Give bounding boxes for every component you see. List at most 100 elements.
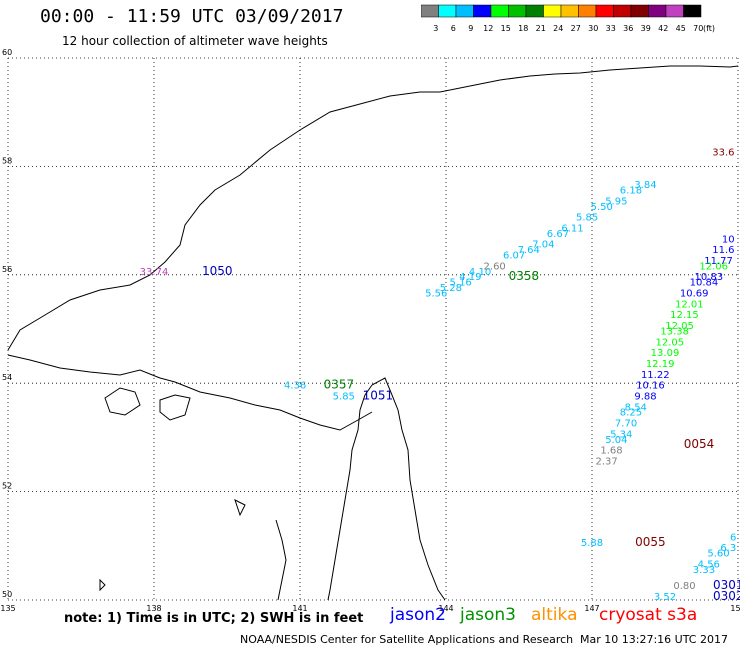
swh-value-label: 33.6 xyxy=(712,148,734,159)
colorbar-tick-label: 6 xyxy=(451,24,456,33)
swh-value-label: 5.28 xyxy=(440,283,462,294)
swh-value-label: 6.67 xyxy=(547,229,569,240)
latitude-label: 60 xyxy=(2,48,12,57)
swh-value-label: 4.19 xyxy=(459,272,481,283)
swh-value-label: 10.69 xyxy=(680,288,709,299)
swh-value-label: 1.68 xyxy=(600,446,622,457)
colorbar-tick-label: 36 xyxy=(623,24,633,33)
legend-jason2: jason2 xyxy=(390,605,446,625)
swh-value-label: 4.36 xyxy=(284,381,306,392)
latitude-label: 56 xyxy=(2,265,12,274)
swh-value-label: 13.38 xyxy=(660,326,689,337)
coastline-segment xyxy=(327,384,373,601)
map-title: 00:00 - 11:59 UTC 03/09/2017 xyxy=(40,6,344,27)
pass-time-label: 0054 xyxy=(684,437,715,451)
swh-value-label: 13.09 xyxy=(651,348,680,359)
swh-value-label: 10.84 xyxy=(690,278,719,289)
colorbar-tick-label: 42 xyxy=(658,24,668,33)
swh-value-label: 5.56 xyxy=(425,288,447,299)
swh-value-label: 12.19 xyxy=(646,359,675,370)
colorbar-tick-label: 9 xyxy=(468,24,473,33)
wave-height-colorbar: 3 6 9 12 15 18 21 24 27 30 33 36 39 42 45 70 (ft) xyxy=(421,4,715,33)
pass-time-label: 0358 xyxy=(509,269,540,283)
swh-value-label: 7.04 xyxy=(532,240,554,251)
swh-value-label: 4.10 xyxy=(469,267,491,278)
colorbar-tick-label: 18 xyxy=(518,24,528,33)
swh-value-label: 11.77 xyxy=(704,256,733,267)
swh-value-label: 5.88 xyxy=(581,538,603,549)
swh-value-label: 5.04 xyxy=(605,435,627,446)
swh-value-label: 33.74 xyxy=(140,267,169,278)
swh-value-label: 12.15 xyxy=(670,310,699,321)
legend-cryosat: cryosat s3a xyxy=(599,605,698,625)
colorbar-tick-label: 45 xyxy=(676,24,686,33)
longitude-label: 147 xyxy=(584,604,599,613)
swh-value-label: 12.06 xyxy=(699,261,728,272)
swh-value-label: 12.05 xyxy=(665,321,694,332)
coastline-segment xyxy=(7,65,739,351)
pass-time-label: 1050 xyxy=(202,264,233,278)
swh-value-label: 6 xyxy=(730,532,736,543)
swh-value-label: 11.22 xyxy=(641,370,670,381)
latitude-label: 58 xyxy=(2,156,12,165)
map-grid: 135 138 141 144 147 150 50 52 54 56 58 60 xyxy=(0,48,740,613)
swh-value-label: 3.84 xyxy=(634,180,656,191)
swh-value-label: 12.05 xyxy=(656,337,685,348)
swh-value-label: 10.83 xyxy=(694,272,723,283)
swh-value-label: 9.88 xyxy=(634,391,656,402)
swh-value-label: 0.80 xyxy=(673,581,695,592)
swh-value-label: 6.18 xyxy=(620,186,642,197)
latitude-label: 50 xyxy=(2,590,12,599)
swh-value-label: 6.11 xyxy=(561,223,583,234)
legend-note: note: 1) Time is in UTC; 2) SWH is in fe… xyxy=(64,611,364,626)
legend-altika: altika xyxy=(531,605,578,625)
colorbar-swatch xyxy=(683,4,702,18)
coastline-segment xyxy=(99,578,106,592)
pass-time-label: 0357 xyxy=(324,378,355,392)
pass-time-label: 0302 xyxy=(713,589,740,603)
swh-value-label: 5.34 xyxy=(610,429,632,440)
swh-value-label: 7.70 xyxy=(615,419,637,430)
swh-value-label: 4.56 xyxy=(698,559,720,570)
swh-value-label: 8.25 xyxy=(620,408,642,419)
swh-value-label: 10.16 xyxy=(636,381,665,392)
colorbar-tick-label: 3 xyxy=(433,24,438,33)
coastline xyxy=(7,65,739,601)
map-subtitle: 12 hour collection of altimeter wave hei… xyxy=(62,34,328,48)
swh-value-label: 2.37 xyxy=(595,457,617,468)
coastline-segment xyxy=(371,377,446,601)
swh-value-label: 5.16 xyxy=(449,278,471,289)
swh-value-label: 5.95 xyxy=(605,196,627,207)
longitude-label: 138 xyxy=(146,604,161,613)
coastline-segment xyxy=(104,387,141,416)
swh-value-label: 5.85 xyxy=(333,391,355,402)
longitude-label: 144 xyxy=(438,604,453,613)
longitude-label: 150 xyxy=(730,604,740,613)
swh-value-label: 5.50 xyxy=(591,202,613,213)
colorbar-tick-label: 24 xyxy=(553,24,563,33)
longitude-label: 135 xyxy=(0,604,15,613)
colorbar-tick-label: 33 xyxy=(606,24,616,33)
colorbar-tick-label: 39 xyxy=(641,24,651,33)
swh-value-label: 10 xyxy=(722,234,735,245)
longitude-label: 141 xyxy=(292,604,307,613)
footer-credit: NOAA/NESDIS Center for Satellite Applica… xyxy=(240,633,574,646)
latitude-label: 54 xyxy=(2,373,12,382)
colorbar-tick-label: 15 xyxy=(501,24,511,33)
altimeter-tracks: 5.565.285.164.194.102.606.077.647.046.67… xyxy=(140,148,740,603)
swh-value-label: 3.33 xyxy=(693,565,715,576)
coastline-segment xyxy=(7,354,373,431)
swh-value-label: 6.07 xyxy=(503,251,525,262)
colorbar-unit: (ft) xyxy=(703,24,715,33)
swh-value-label: 6.3 xyxy=(720,543,736,554)
swh-value-label: 3.52 xyxy=(654,592,676,603)
colorbar-tick-label: 21 xyxy=(536,24,546,33)
swh-value-label: 11.6 xyxy=(712,245,734,256)
footer-timestamp: Mar 10 13:27:16 UTC 2017 xyxy=(580,633,728,646)
swh-value-label: 12.01 xyxy=(675,299,704,310)
swh-value-label: 5.85 xyxy=(576,213,598,224)
colorbar-tick-label: 12 xyxy=(483,24,493,33)
latitude-label: 52 xyxy=(2,482,12,491)
swh-value-label: 7.64 xyxy=(518,245,540,256)
